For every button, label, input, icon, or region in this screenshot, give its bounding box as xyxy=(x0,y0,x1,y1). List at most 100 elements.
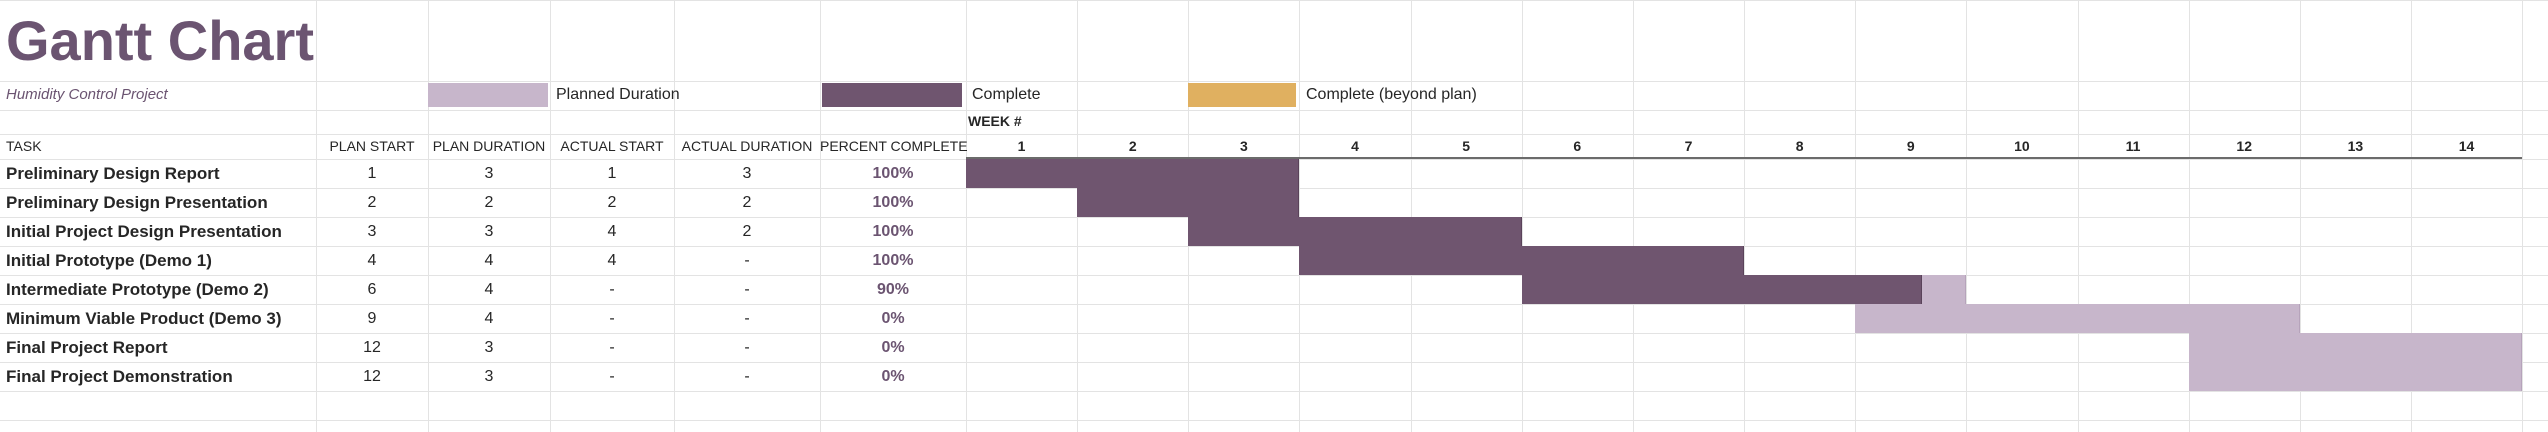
week-number: 11 xyxy=(2125,138,2141,154)
cell-percent-complete: 0% xyxy=(881,339,905,356)
legend-label-complete: Complete xyxy=(972,86,1041,103)
grid-line-vertical xyxy=(820,0,821,432)
header-plan-duration: PLAN DURATION xyxy=(432,138,546,154)
bar-complete xyxy=(966,159,1300,188)
cell-plan-start: 12 xyxy=(363,339,381,356)
week-number: 7 xyxy=(1684,138,1693,154)
legend-label-planned: Planned Duration xyxy=(556,86,680,103)
grid-line-vertical xyxy=(1522,0,1523,432)
cell-plan-start: 6 xyxy=(367,281,377,298)
grid-line-vertical xyxy=(2522,0,2523,432)
cell-plan-duration: 3 xyxy=(484,339,494,356)
bar-planned xyxy=(2188,362,2523,391)
bar-planned xyxy=(2188,333,2523,362)
legend-swatch-beyond xyxy=(1188,83,1296,107)
week-label: WEEK # xyxy=(968,113,1022,129)
grid-line-horizontal xyxy=(0,275,2548,276)
grid-line-horizontal xyxy=(0,246,2548,247)
week-number: 4 xyxy=(1351,138,1359,154)
week-header-underline xyxy=(966,157,2522,159)
cell-actual-start: - xyxy=(609,339,615,356)
cell-percent-complete: 100% xyxy=(872,165,914,182)
grid-line-vertical xyxy=(1855,0,1856,432)
header-actual-duration: ACTUAL DURATION xyxy=(681,138,813,154)
week-number: 1 xyxy=(1017,138,1026,154)
grid-line-vertical xyxy=(2300,0,2301,432)
cell-actual-duration: 3 xyxy=(742,165,752,182)
cell-plan-duration: 3 xyxy=(484,165,494,182)
grid-line-vertical xyxy=(2189,0,2190,432)
cell-actual-duration: - xyxy=(744,339,750,356)
grid-line-horizontal xyxy=(0,110,2548,111)
header-task: TASK xyxy=(6,138,42,154)
cell-plan-start: 2 xyxy=(367,194,377,211)
header-actual-start: ACTUAL START xyxy=(560,138,664,154)
week-number: 5 xyxy=(1462,138,1471,154)
cell-actual-start: 4 xyxy=(607,223,617,240)
week-number: 8 xyxy=(1795,138,1804,154)
cell-actual-duration: - xyxy=(744,252,750,269)
page-title: Gantt Chart xyxy=(6,9,314,72)
grid-line-horizontal xyxy=(0,362,2548,363)
grid-line-vertical xyxy=(1633,0,1634,432)
cell-actual-duration: - xyxy=(744,368,750,385)
bar-planned xyxy=(1855,304,2300,333)
grid-line-vertical xyxy=(550,0,551,432)
cell-actual-duration: - xyxy=(744,281,750,298)
cell-percent-complete: 90% xyxy=(876,281,910,298)
cell-plan-start: 12 xyxy=(363,368,381,385)
project-subtitle: Humidity Control Project xyxy=(6,86,168,103)
cell-plan-duration: 3 xyxy=(484,368,494,385)
cell-actual-start: - xyxy=(609,281,615,298)
grid-line-horizontal xyxy=(0,81,2548,82)
cell-percent-complete: 0% xyxy=(881,310,905,327)
legend-label-beyond: Complete (beyond plan) xyxy=(1306,86,1477,103)
legend-swatch-complete xyxy=(822,83,962,107)
bar-complete xyxy=(1077,188,1300,217)
grid-line-horizontal xyxy=(0,420,2548,421)
grid-line-horizontal xyxy=(0,304,2548,305)
cell-actual-duration: - xyxy=(744,310,750,327)
bar-complete xyxy=(1188,217,1522,246)
week-number: 12 xyxy=(2236,138,2252,154)
task-name: Preliminary Design Presentation xyxy=(6,193,268,212)
grid-line-vertical xyxy=(674,0,675,432)
week-number: 13 xyxy=(2347,138,2364,154)
header-plan-start: PLAN START xyxy=(329,138,415,154)
cell-plan-start: 9 xyxy=(367,310,377,327)
grid-line-horizontal xyxy=(0,391,2548,392)
cell-plan-duration: 3 xyxy=(484,223,494,240)
week-number: 14 xyxy=(2458,138,2475,154)
cell-plan-duration: 2 xyxy=(484,194,494,211)
cell-actual-start: 4 xyxy=(607,252,617,269)
task-name: Minimum Viable Product (Demo 3) xyxy=(6,309,282,328)
grid-line-vertical xyxy=(2078,0,2079,432)
task-name: Final Project Report xyxy=(6,338,168,357)
task-name: Preliminary Design Report xyxy=(6,164,220,183)
grid-line-vertical xyxy=(2411,0,2412,432)
grid-line-horizontal xyxy=(0,333,2548,334)
cell-plan-start: 4 xyxy=(367,252,377,269)
task-name: Initial Project Design Presentation xyxy=(6,222,282,241)
task-name: Final Project Demonstration xyxy=(6,367,233,386)
grid-line-vertical xyxy=(966,0,967,432)
grid-line-vertical xyxy=(1966,0,1967,432)
cell-actual-start: 2 xyxy=(607,194,617,211)
cell-actual-start: - xyxy=(609,310,615,327)
bar-complete xyxy=(1299,246,1745,275)
header-percent-complete: PERCENT COMPLETE xyxy=(820,138,968,154)
cell-plan-duration: 4 xyxy=(484,310,494,327)
bar-complete xyxy=(1521,275,1922,304)
week-number: 10 xyxy=(2014,138,2030,154)
grid-line-vertical xyxy=(428,0,429,432)
task-name: Intermediate Prototype (Demo 2) xyxy=(6,280,269,299)
grid-line-vertical xyxy=(1411,0,1412,432)
cell-actual-start: 1 xyxy=(607,165,617,182)
task-name: Initial Prototype (Demo 1) xyxy=(6,251,212,270)
cell-plan-start: 1 xyxy=(367,165,377,182)
bar-planned xyxy=(1921,275,1967,304)
cell-percent-complete: 0% xyxy=(881,368,905,385)
legend-swatch-planned xyxy=(428,83,548,107)
cell-percent-complete: 100% xyxy=(872,252,914,269)
cell-actual-duration: 2 xyxy=(742,194,752,211)
